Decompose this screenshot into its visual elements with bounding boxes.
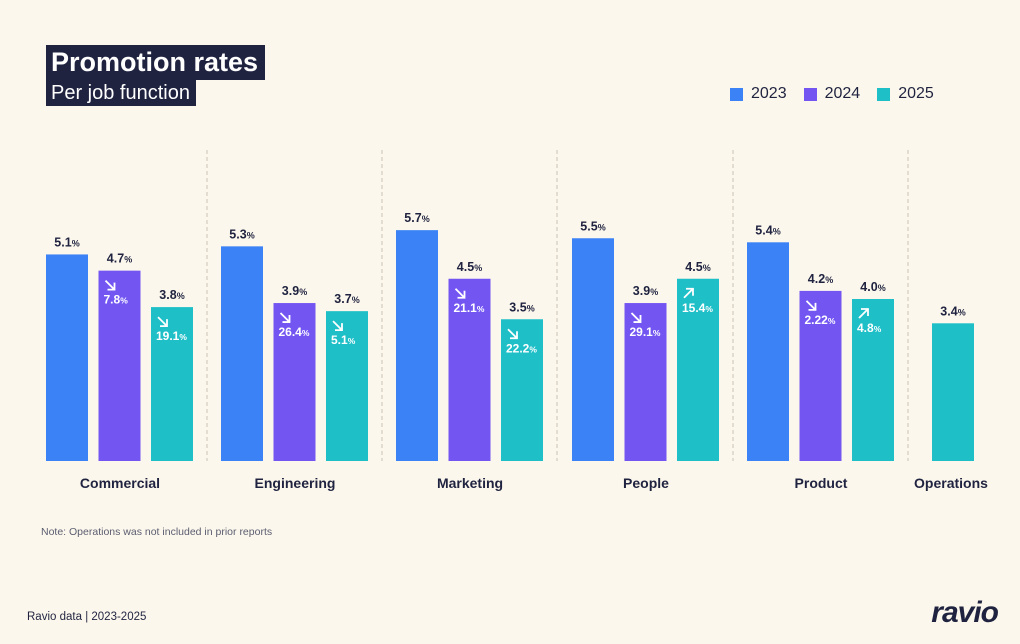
value-label-commercial-2023: 5.1% xyxy=(54,235,79,249)
value-label-operations-2025: 3.4% xyxy=(940,304,965,318)
category-label-engineering: Engineering xyxy=(255,475,336,491)
change-label-product-2024: 2.22% xyxy=(805,313,836,327)
value-label-engineering-2025: 3.7% xyxy=(334,292,359,306)
arrow-up-icon xyxy=(683,287,694,299)
value-label-product-2023: 5.4% xyxy=(755,223,780,237)
value-label-product-2024: 4.2% xyxy=(808,272,833,286)
bar-product-2025 xyxy=(852,299,894,461)
value-label-people-2023: 5.5% xyxy=(580,219,605,233)
value-label-marketing-2023: 5.7% xyxy=(404,211,429,225)
category-label-people: People xyxy=(623,475,669,491)
arrow-down-icon xyxy=(104,280,116,291)
ravio-logo: ravio xyxy=(931,596,999,629)
arrow-down-icon xyxy=(805,300,817,311)
bar-people-2023 xyxy=(572,238,614,461)
arrow-down-icon xyxy=(279,312,291,323)
bar-people-2024 xyxy=(624,303,667,461)
bar-operations-2025 xyxy=(932,323,974,461)
value-label-commercial-2025: 3.8% xyxy=(159,288,184,302)
legend-item-2025: 2025 xyxy=(877,85,934,103)
change-label-engineering-2024: 26.4% xyxy=(279,325,310,339)
category-label-product: Product xyxy=(795,475,848,491)
legend-label-2023: 2023 xyxy=(751,85,787,102)
legend: 2023 2024 2025 xyxy=(730,85,951,103)
bar-engineering-2023 xyxy=(221,246,263,461)
change-label-commercial-2025: 19.1% xyxy=(156,329,187,343)
chart-title: Promotion rates xyxy=(46,45,266,80)
category-label-operations: Operations xyxy=(914,475,988,491)
value-label-engineering-2024: 3.9% xyxy=(282,284,307,298)
legend-swatch-2025 xyxy=(877,87,891,101)
bar-product-2024 xyxy=(799,290,842,461)
change-label-marketing-2024: 21.1% xyxy=(454,301,485,315)
bar-commercial-2025 xyxy=(151,307,193,461)
arrow-down-icon xyxy=(454,288,466,299)
arrow-up-icon xyxy=(858,308,869,319)
change-label-marketing-2025: 22.2% xyxy=(506,341,537,355)
bar-people-2025 xyxy=(677,278,719,461)
value-label-people-2025: 4.5% xyxy=(685,260,710,274)
chart-subtitle: Per job function xyxy=(46,80,196,106)
change-label-product-2025: 4.8% xyxy=(857,321,882,335)
legend-item-2024: 2024 xyxy=(803,85,861,103)
change-label-people-2024: 29.1% xyxy=(630,325,661,339)
arrow-down-icon xyxy=(507,328,518,340)
legend-label-2024: 2024 xyxy=(824,85,861,102)
change-label-commercial-2024: 7.8% xyxy=(104,293,129,307)
bar-commercial-2024 xyxy=(98,270,141,461)
bar-commercial-2023 xyxy=(46,254,88,461)
change-label-people-2025: 15.4% xyxy=(682,301,713,315)
value-label-people-2024: 3.9% xyxy=(633,284,658,298)
bar-engineering-2025 xyxy=(326,311,368,461)
value-label-marketing-2025: 3.5% xyxy=(509,300,534,314)
bar-marketing-2025 xyxy=(501,319,543,461)
legend-swatch-2023 xyxy=(730,87,743,101)
footer-period: 2023-2025 xyxy=(91,611,147,623)
arrow-down-icon xyxy=(332,320,343,332)
category-label-commercial: Commercial xyxy=(80,475,160,491)
footer-separator: | xyxy=(85,611,89,623)
bar-marketing-2023 xyxy=(396,230,438,461)
footer-source: Ravio data | 2023-2025 xyxy=(27,611,146,623)
arrow-down-icon xyxy=(157,316,168,327)
chart-note: Note: Operations was not included in pri… xyxy=(41,526,273,538)
category-label-marketing: Marketing xyxy=(437,475,503,491)
value-label-marketing-2024: 4.5% xyxy=(457,260,482,274)
legend-swatch-2024 xyxy=(803,87,817,101)
value-label-product-2025: 4.0% xyxy=(860,280,885,294)
legend-item-2023: 2023 xyxy=(730,85,787,103)
arrow-down-icon xyxy=(630,312,642,323)
legend-label-2025: 2025 xyxy=(898,85,934,102)
value-label-commercial-2024: 4.7% xyxy=(107,252,132,266)
footer-source-label: Ravio data xyxy=(27,611,82,623)
bar-product-2023 xyxy=(747,242,789,461)
bar-marketing-2024 xyxy=(448,278,491,461)
bar-engineering-2024 xyxy=(273,303,316,461)
value-label-engineering-2023: 5.3% xyxy=(229,227,254,241)
change-label-engineering-2025: 5.1% xyxy=(331,333,356,347)
